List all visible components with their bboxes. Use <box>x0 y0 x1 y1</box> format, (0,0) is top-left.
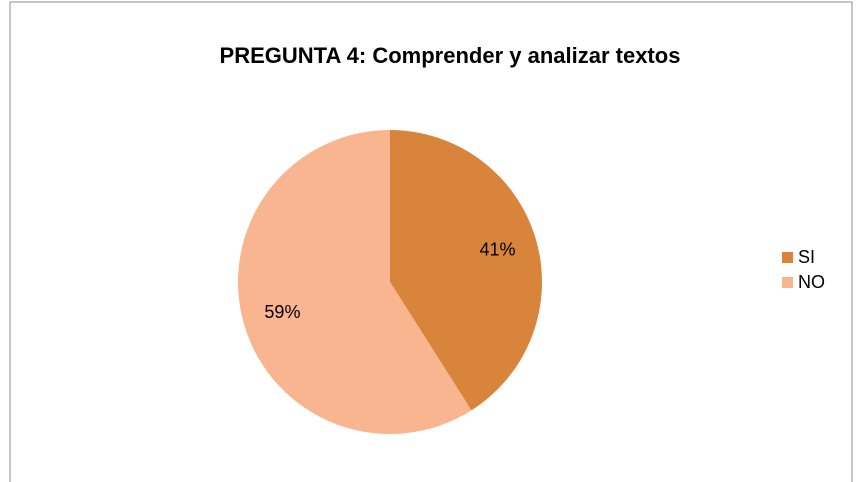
pie-slice <box>390 130 542 411</box>
chart-frame <box>9 1 853 482</box>
legend-swatch <box>782 252 793 263</box>
data-label: 41% <box>480 240 516 260</box>
pie-slice <box>238 130 472 435</box>
chart-title: PREGUNTA 4: Comprender y analizar textos <box>220 43 681 68</box>
legend-label: SI <box>798 247 815 267</box>
data-label: 59% <box>264 302 300 322</box>
legend-label: NO <box>798 272 825 292</box>
legend-swatch <box>782 277 793 288</box>
